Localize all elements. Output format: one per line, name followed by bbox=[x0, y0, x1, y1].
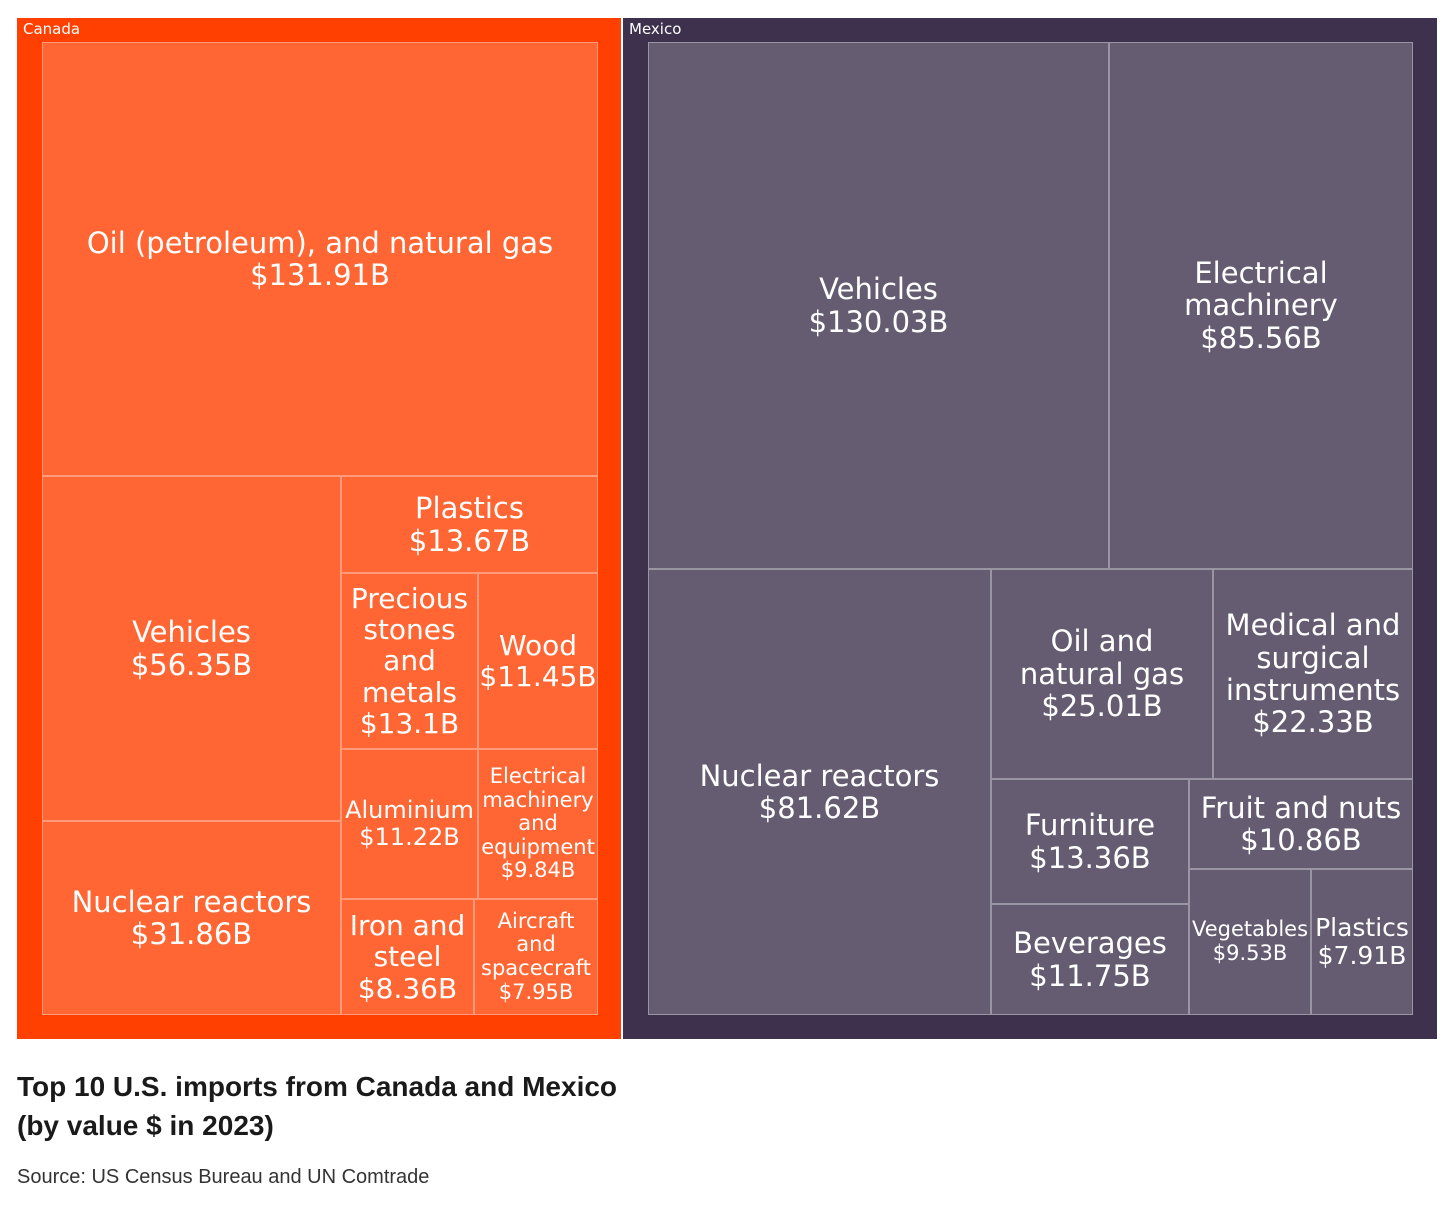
cell-name: Beverages bbox=[1013, 926, 1167, 961]
cell-value: $130.03B bbox=[808, 304, 949, 339]
cell-canada-oil-petroleum-and-natural-gas: Oil (petroleum), and natural gas $131.91B bbox=[42, 42, 598, 476]
cell-name: Fruit and nuts bbox=[1200, 790, 1402, 825]
cell-value: $7.95B bbox=[498, 979, 574, 1004]
cell-name: Aluminium bbox=[345, 796, 474, 825]
cell-name: Vehicles bbox=[132, 615, 251, 650]
cell-value: $25.01B bbox=[1041, 689, 1163, 724]
cell-name: Nuclear reactors bbox=[699, 758, 940, 793]
cell-canada-iron-and-steel: Iron and steel $8.36B bbox=[341, 899, 474, 1015]
cell-name: Oil (petroleum), and natural gas bbox=[86, 225, 554, 260]
cell-mexico-furniture: Furniture $13.36B bbox=[991, 779, 1189, 904]
cell-canada-wood: Wood $11.45B bbox=[478, 573, 598, 749]
cell-name: Plastics bbox=[415, 491, 524, 526]
cell-canada-vehicles: Vehicles $56.35B bbox=[42, 476, 341, 821]
cell-mexico-vegetables: Vegetables $9.53B bbox=[1189, 869, 1311, 1015]
cell-value: $13.36B bbox=[1029, 840, 1151, 875]
cell-value: $8.36B bbox=[357, 971, 458, 1005]
cell-name: Nuclear reactors bbox=[71, 884, 312, 919]
cell-value: $85.56B bbox=[1200, 320, 1322, 355]
cell-value: $13.1B bbox=[359, 707, 460, 741]
cell-mexico-plastics: Plastics $7.91B bbox=[1311, 869, 1413, 1015]
cell-value: $11.75B bbox=[1029, 958, 1151, 993]
cell-value: $22.33B bbox=[1252, 705, 1374, 740]
cell-value: $56.35B bbox=[130, 647, 253, 682]
cell-value: $11.45B bbox=[479, 660, 597, 693]
treemap-chart: Canada Oil (petroleum), and natural gas $1… bbox=[17, 18, 1437, 1039]
chart-title-line-1: Top 10 U.S. imports from Canada and Mexi… bbox=[17, 1071, 618, 1102]
cell-name: Aircraft and spacecraft bbox=[481, 908, 591, 980]
cell-name: Wood bbox=[498, 628, 578, 662]
chart-source: Source: US Census Bureau and UN Comtrade bbox=[17, 1166, 430, 1188]
cell-mexico-oil-and-natural-gas: Oil and natural gas $25.01B bbox=[991, 569, 1213, 779]
cell-canada-precious-stones-and-metals: Precious stones and metals $13.1B bbox=[341, 573, 478, 749]
cell-name: Plastics bbox=[1315, 913, 1409, 942]
cell-mexico-electrical-machinery: Electrical machinery $85.56B bbox=[1109, 42, 1413, 569]
cell-mexico-medical-and-surgical-instruments: Medical and surgical instruments $22.33B bbox=[1213, 569, 1413, 779]
cell-name: Oil and natural gas bbox=[1019, 624, 1185, 691]
cell-value: $7.91B bbox=[1317, 941, 1407, 970]
cell-name: Electrical machinery and equipment bbox=[481, 764, 595, 859]
cell-name: Furniture bbox=[1024, 808, 1156, 843]
cell-name: Precious stones and metals bbox=[350, 581, 469, 709]
group-label-canada: Canada bbox=[23, 20, 81, 38]
cell-canada-nuclear-reactors: Nuclear reactors $31.86B bbox=[42, 821, 341, 1015]
cell-value: $11.22B bbox=[359, 823, 460, 851]
cell-name: Electrical machinery bbox=[1184, 255, 1338, 323]
cell-value: $131.91B bbox=[250, 258, 390, 292]
cell-canada-aircraft-and-spacecraft: Aircraft and spacecraft $7.95B bbox=[474, 899, 598, 1015]
cell-name: Medical and surgical instruments bbox=[1225, 608, 1401, 707]
chart-title: Top 10 U.S. imports from Canada and Mexi… bbox=[17, 1067, 617, 1145]
cell-value: $10.86B bbox=[1240, 823, 1362, 857]
cell-mexico-vehicles: Vehicles $130.03B bbox=[648, 42, 1109, 569]
cell-value: $31.86B bbox=[130, 917, 253, 951]
cell-canada-electrical-machinery-and-equipment: Electrical machinery and equipment $9.84B bbox=[478, 749, 598, 899]
cell-canada-plastics: Plastics $13.67B bbox=[341, 476, 598, 573]
cell-mexico-nuclear-reactors: Nuclear reactors $81.62B bbox=[648, 569, 991, 1015]
cell-value: $13.67B bbox=[408, 523, 531, 558]
group-label-mexico: Mexico bbox=[629, 20, 682, 38]
cell-mexico-beverages: Beverages $11.75B bbox=[991, 904, 1189, 1015]
cell-mexico-fruit-and-nuts: Fruit and nuts $10.86B bbox=[1189, 779, 1413, 869]
cell-name: Vehicles bbox=[819, 272, 938, 307]
cell-name: Vegetables bbox=[1191, 917, 1309, 942]
cell-name: Iron and steel bbox=[349, 908, 466, 974]
cell-value: $9.84B bbox=[500, 858, 576, 883]
cell-value: $9.53B bbox=[1212, 941, 1288, 965]
cell-value: $81.62B bbox=[758, 791, 881, 825]
cell-canada-aluminium: Aluminium $11.22B bbox=[341, 749, 478, 899]
chart-title-line-2: (by value $ in 2023) bbox=[17, 1110, 274, 1141]
